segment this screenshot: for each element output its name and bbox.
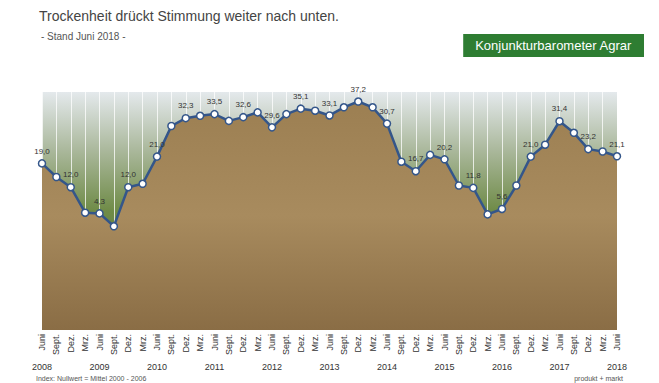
svg-text:Dez.: Dez.: [526, 334, 536, 353]
svg-text:2016: 2016: [492, 362, 512, 372]
svg-text:Sept.: Sept.: [339, 334, 349, 355]
svg-text:Mrz.: Mrz.: [253, 334, 263, 352]
svg-text:4,3: 4,3: [94, 197, 106, 206]
svg-text:Dez.: Dez.: [353, 334, 363, 353]
svg-text:2009: 2009: [89, 362, 109, 372]
svg-text:Juni: Juni: [497, 334, 507, 351]
svg-text:Juni: Juni: [325, 334, 335, 351]
svg-text:Dez.: Dez.: [123, 334, 133, 353]
svg-text:Mrz.: Mrz.: [80, 334, 90, 352]
svg-text:Dez.: Dez.: [468, 334, 478, 353]
svg-text:Dez.: Dez.: [411, 334, 421, 353]
svg-text:30,7: 30,7: [379, 107, 395, 116]
svg-text:Index: Nullwert = Mittel 2000: Index: Nullwert = Mittel 2000 - 2006: [36, 375, 146, 382]
svg-text:Dez.: Dez.: [583, 334, 593, 353]
svg-text:37,2: 37,2: [350, 85, 366, 94]
svg-text:Dez.: Dez.: [238, 334, 248, 353]
svg-text:21,0: 21,0: [149, 140, 165, 149]
svg-text:Sept.: Sept.: [511, 334, 521, 355]
svg-text:32,6: 32,6: [235, 100, 251, 109]
svg-text:Dez.: Dez.: [66, 334, 76, 353]
svg-text:Sept.: Sept.: [569, 334, 579, 355]
svg-text:Mrz.: Mrz.: [310, 334, 320, 352]
svg-text:12,0: 12,0: [120, 170, 136, 179]
svg-text:2012: 2012: [262, 362, 282, 372]
svg-text:Sept.: Sept.: [109, 334, 119, 355]
svg-text:Juni: Juni: [555, 334, 565, 351]
svg-text:21,0: 21,0: [523, 140, 539, 149]
svg-text:Juni: Juni: [612, 334, 622, 351]
svg-text:- Stand Juni 2018 -: - Stand Juni 2018 -: [41, 31, 126, 42]
svg-text:2008: 2008: [32, 362, 52, 372]
svg-text:Dez.: Dez.: [181, 334, 191, 353]
svg-text:2013: 2013: [319, 362, 339, 372]
svg-text:Konjunkturbarometer Agrar: Konjunkturbarometer Agrar: [475, 38, 632, 53]
svg-text:11,8: 11,8: [466, 171, 482, 180]
svg-text:Mrz.: Mrz.: [138, 334, 148, 352]
svg-text:2018: 2018: [607, 362, 627, 372]
svg-text:Juni: Juni: [37, 334, 47, 351]
svg-text:35,1: 35,1: [293, 92, 309, 101]
svg-text:12,0: 12,0: [63, 170, 79, 179]
svg-text:2015: 2015: [434, 362, 454, 372]
svg-text:20,2: 20,2: [437, 143, 453, 152]
svg-text:Mrz.: Mrz.: [483, 334, 493, 352]
svg-text:33,5: 33,5: [207, 97, 223, 106]
svg-text:Juni: Juni: [152, 334, 162, 351]
svg-text:Sept.: Sept.: [51, 334, 61, 355]
svg-text:Sept.: Sept.: [454, 334, 464, 355]
svg-text:Sept.: Sept.: [224, 334, 234, 355]
svg-text:Mrz.: Mrz.: [540, 334, 550, 352]
svg-text:produkt + markt: produkt + markt: [574, 375, 623, 383]
svg-text:2014: 2014: [377, 362, 397, 372]
svg-text:Juni: Juni: [440, 334, 450, 351]
svg-text:Dez.: Dez.: [296, 334, 306, 353]
svg-text:Mrz.: Mrz.: [598, 334, 608, 352]
svg-text:Mrz.: Mrz.: [195, 334, 205, 352]
svg-text:2017: 2017: [549, 362, 569, 372]
svg-text:19,0: 19,0: [34, 147, 50, 156]
svg-text:Juni: Juni: [267, 334, 277, 351]
svg-text:Sept.: Sept.: [166, 334, 176, 355]
svg-text:32,3: 32,3: [178, 101, 194, 110]
svg-text:31,4: 31,4: [552, 104, 568, 113]
svg-text:2010: 2010: [147, 362, 167, 372]
svg-text:23,2: 23,2: [580, 132, 596, 141]
svg-text:Juni: Juni: [382, 334, 392, 351]
svg-text:Mrz.: Mrz.: [425, 334, 435, 352]
svg-text:Juni: Juni: [95, 334, 105, 351]
svg-text:2011: 2011: [205, 362, 224, 372]
svg-text:16,7: 16,7: [408, 154, 424, 163]
svg-text:Juni: Juni: [210, 334, 220, 351]
svg-text:Mrz.: Mrz.: [368, 334, 378, 352]
svg-text:29,6: 29,6: [264, 111, 280, 120]
svg-text:Sept.: Sept.: [281, 334, 291, 355]
svg-text:33,1: 33,1: [322, 99, 338, 108]
svg-text:21,1: 21,1: [609, 140, 625, 149]
svg-text:Sept.: Sept.: [396, 334, 406, 355]
svg-text:5,6: 5,6: [496, 192, 508, 201]
svg-text:Trockenheit drückt Stimmung we: Trockenheit drückt Stimmung weiter nach …: [39, 8, 339, 24]
